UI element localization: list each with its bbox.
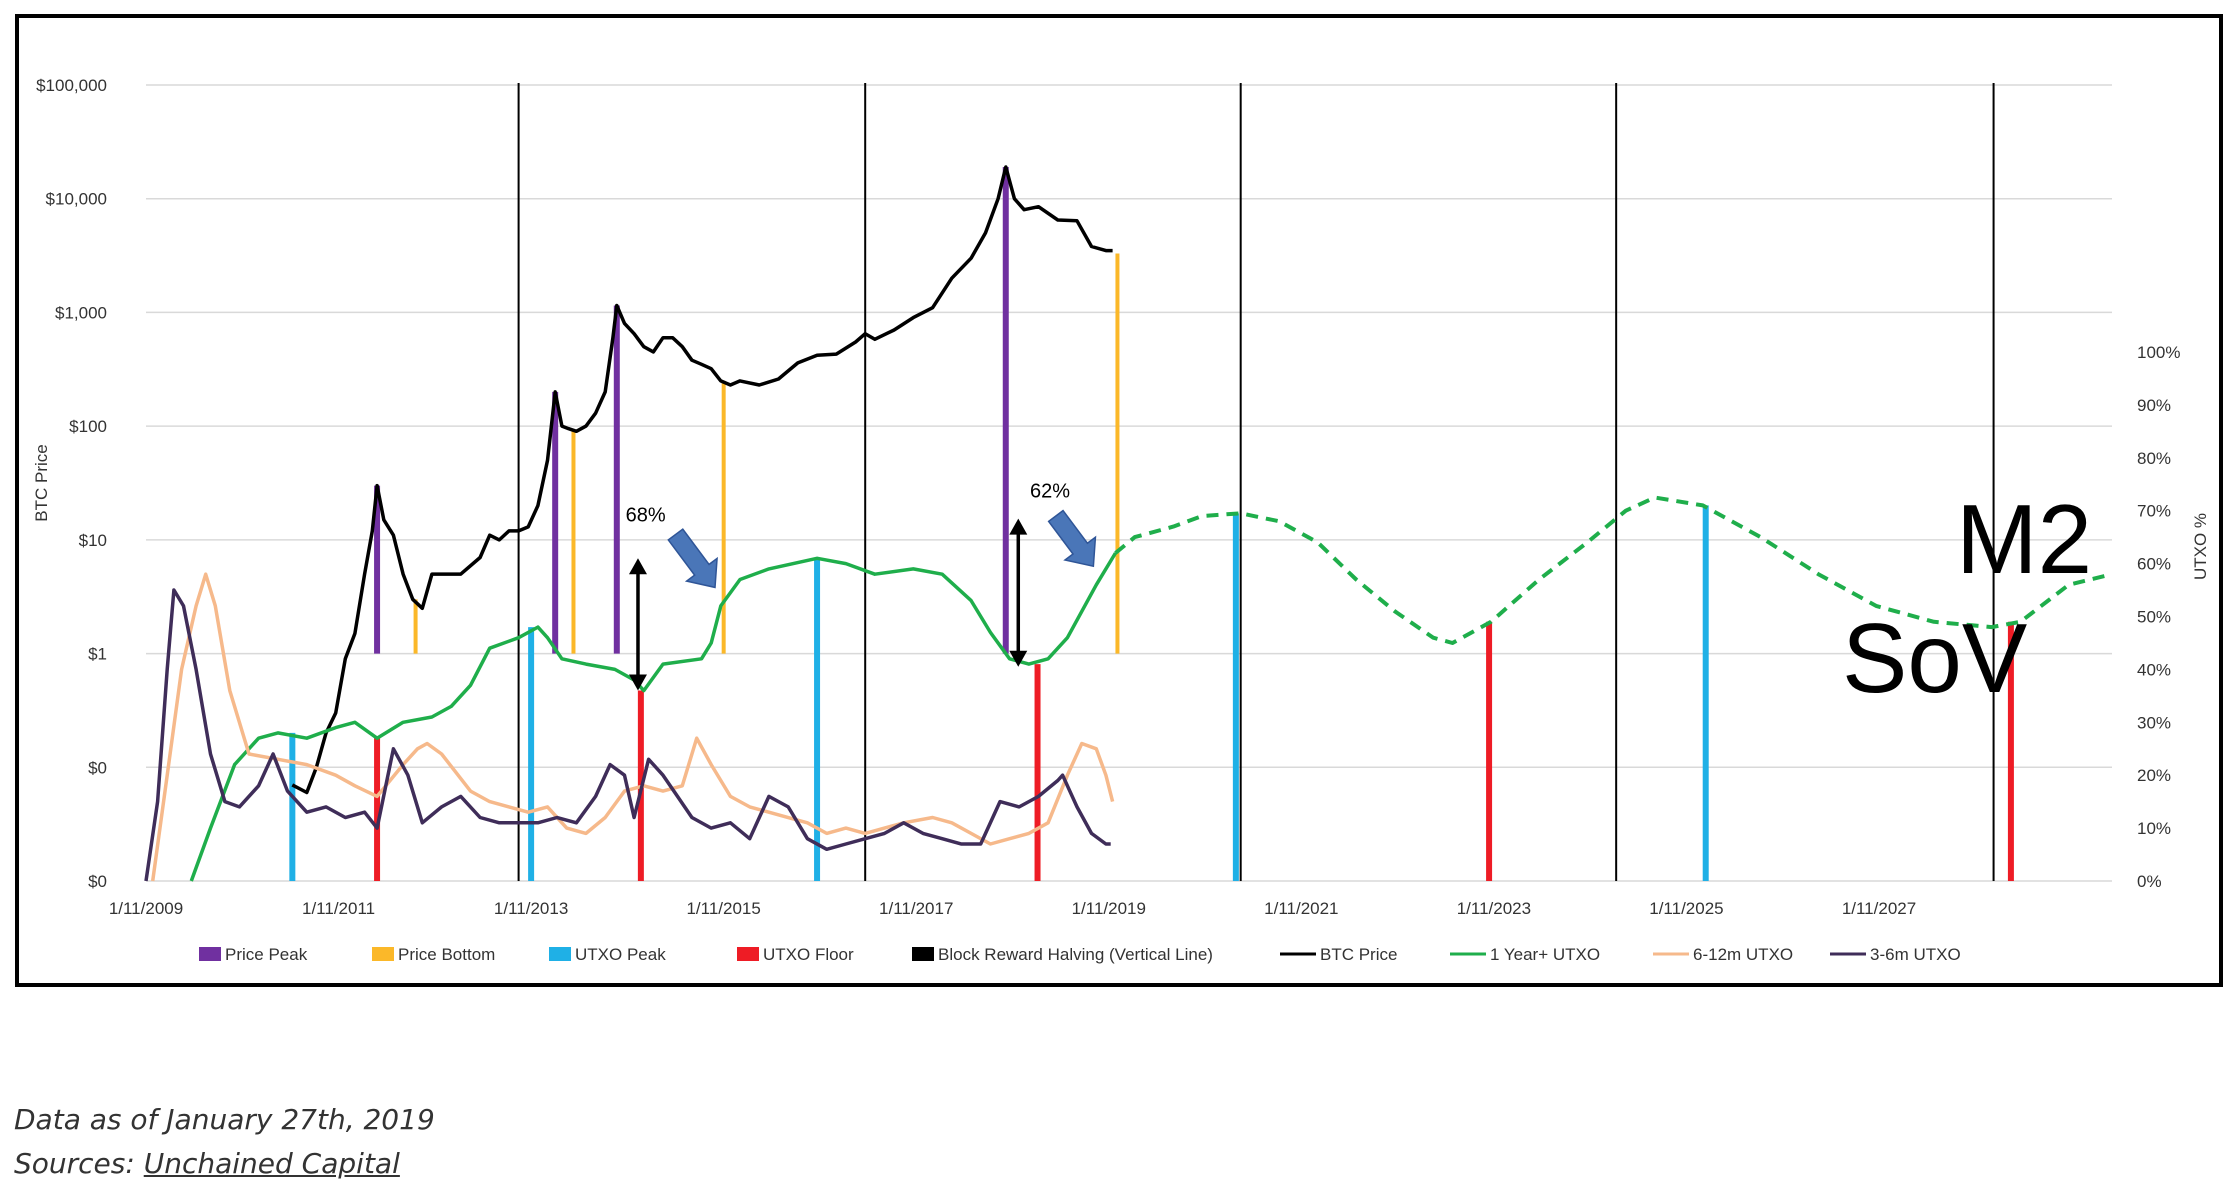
- left-tick-label: $0: [88, 758, 107, 777]
- left-tick-label: $100: [69, 417, 107, 436]
- legend-swatch: [199, 947, 221, 961]
- legend-swatch: [912, 947, 934, 961]
- arrow-62-head-bottom: [1009, 650, 1028, 667]
- legend-label: Price Peak: [225, 945, 308, 964]
- right-tick-label: 10%: [2137, 819, 2171, 838]
- right-tick-label: 90%: [2137, 396, 2171, 415]
- x-tick-label: 1/11/2027: [1842, 899, 1916, 918]
- legend: [199, 947, 1866, 961]
- arrow-68-head-top: [628, 558, 647, 575]
- chart-frame: $100,000 $10,000 $1,000 $100 $10 $1 $0 $0 BTC Pr…: [15, 14, 2223, 987]
- right-tick-label: 70%: [2137, 502, 2171, 521]
- series-line-btc-price: [291, 165, 1113, 795]
- x-tick-label: 1/11/2021: [1264, 899, 1338, 918]
- caption-sources: Sources: Unchained Capital: [14, 1142, 435, 1186]
- arrow-62-head-top: [1009, 518, 1028, 535]
- right-tick-label: 0%: [2137, 872, 2162, 891]
- annotation-m2: M2: [1956, 484, 2092, 594]
- x-tick-label: 1/11/2013: [494, 899, 568, 918]
- chart-caption: Data as of January 27th, 2019 Sources: U…: [14, 1098, 435, 1186]
- x-tick-label: 1/11/2023: [1457, 899, 1531, 918]
- left-tick-label: $1,000: [55, 303, 107, 322]
- left-tick-label: $1: [88, 645, 107, 664]
- blue-arrow-68: [667, 528, 718, 589]
- left-tick-label: $10: [79, 531, 107, 550]
- left-axis-label: BTC Price: [32, 444, 51, 521]
- annotation-sov: SoV: [1842, 603, 2027, 713]
- left-tick-label: $10,000: [46, 190, 107, 209]
- right-tick-label: 100%: [2137, 343, 2180, 362]
- series-line-3-6m-utxo: [144, 588, 1111, 882]
- caption-sources-prefix: Sources:: [14, 1147, 144, 1180]
- legend-label: UTXO Peak: [575, 945, 666, 964]
- legend-label: 3-6m UTXO: [1870, 945, 1961, 964]
- unchained-capital-link[interactable]: Unchained Capital: [143, 1147, 400, 1180]
- x-tick-label: 1/11/2015: [686, 899, 760, 918]
- series-line-6-12m-utxo: [150, 572, 1115, 882]
- right-tick-label: 60%: [2137, 555, 2171, 574]
- left-tick-label: $100,000: [36, 76, 107, 95]
- legend-swatch: [549, 947, 571, 961]
- right-tick-label: 40%: [2137, 660, 2171, 679]
- caption-date: Data as of January 27th, 2019: [14, 1103, 435, 1136]
- arrow-68-head-bottom: [628, 674, 647, 691]
- btc-utxo-chart: $100,000 $10,000 $1,000 $100 $10 $1 $0 $0 BTC Pr…: [32, 76, 2210, 964]
- blue-arrow-68-shape: [667, 528, 718, 589]
- legend-label: Price Bottom: [398, 945, 495, 964]
- x-tick-label: 1/11/2009: [109, 899, 183, 918]
- right-tick-label: 80%: [2137, 449, 2171, 468]
- right-axis-label: UTXO %: [2191, 513, 2210, 580]
- series-line-1-year-utxo-projected-: [1114, 495, 2113, 645]
- series-line-1-year-utxo: [189, 552, 1117, 882]
- legend-label: BTC Price: [1320, 945, 1397, 964]
- annotation-68: 68%: [626, 504, 666, 526]
- right-tick-label: 30%: [2137, 713, 2171, 732]
- left-tick-label: $0: [88, 872, 107, 891]
- x-tick-label: 1/11/2011: [302, 899, 375, 918]
- x-tick-label: 1/11/2019: [1072, 899, 1146, 918]
- blue-arrow-62: [1047, 509, 1097, 568]
- legend-label: Block Reward Halving (Vertical Line): [938, 945, 1213, 964]
- annotation-62: 62%: [1030, 480, 1070, 502]
- x-tick-label: 1/11/2017: [879, 899, 953, 918]
- legend-swatch: [372, 947, 394, 961]
- x-tick-label: 1/11/2025: [1649, 899, 1723, 918]
- legend-label: 1 Year+ UTXO: [1490, 945, 1600, 964]
- legend-swatch: [737, 947, 759, 961]
- legend-label: 6-12m UTXO: [1693, 945, 1793, 964]
- legend-label: UTXO Floor: [763, 945, 854, 964]
- right-tick-label: 50%: [2137, 608, 2171, 627]
- gridlines: [146, 84, 2112, 882]
- right-tick-label: 20%: [2137, 766, 2171, 785]
- blue-arrow-62-shape: [1047, 509, 1097, 568]
